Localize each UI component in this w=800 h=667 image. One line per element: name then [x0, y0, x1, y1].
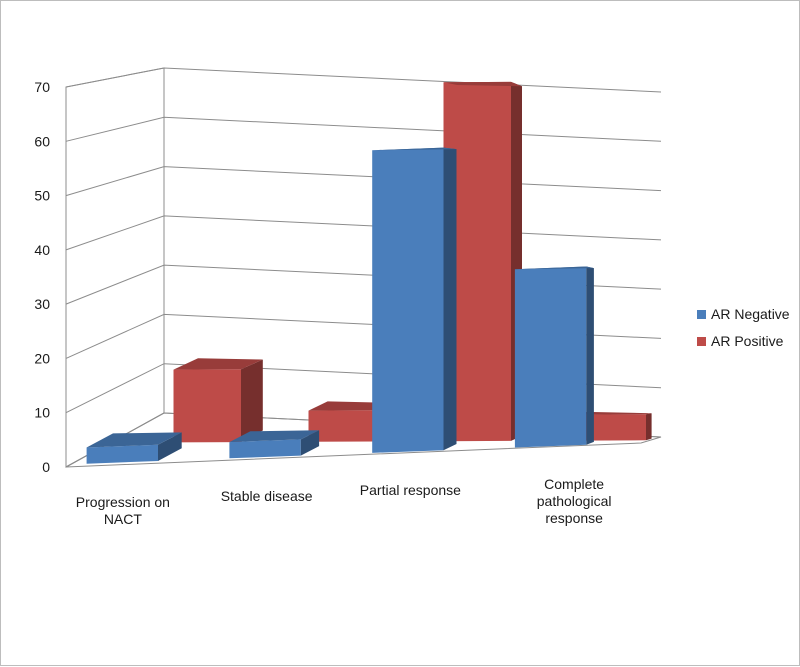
side-wall — [65, 67, 165, 468]
bar-ar-negative-2 — [372, 147, 457, 453]
y-axis-ticks: 0 10 20 30 40 50 60 70 — [34, 79, 50, 475]
x-category-label: Stable disease — [221, 488, 313, 504]
x-category-label: Partial response — [360, 482, 461, 498]
y-tick-label: 40 — [34, 242, 50, 258]
bar-ar-negative-3 — [514, 266, 594, 448]
gridline — [65, 166, 662, 197]
legend-label: AR Positive — [711, 333, 784, 349]
x-category-label: Progression on NACT — [76, 494, 170, 527]
y-tick-label: 70 — [34, 79, 50, 95]
bars — [86, 81, 652, 464]
legend-label: AR Negative — [711, 306, 790, 322]
bar-ar-positive-0 — [173, 358, 263, 443]
x-axis-categories: Progression on NACT Stable disease Partial … — [76, 476, 612, 527]
x-category-label: Complete pathological response — [537, 476, 612, 526]
bar-ar-negative-0 — [86, 432, 182, 464]
y-tick-label: 50 — [34, 188, 50, 204]
bar-ar-positive-3 — [578, 411, 652, 441]
gridline — [65, 116, 662, 142]
y-tick-label: 60 — [34, 133, 50, 149]
legend-swatch — [697, 337, 706, 346]
y-tick-label: 30 — [34, 296, 50, 312]
legend-swatch — [697, 310, 706, 319]
bar-ar-negative-1 — [229, 430, 320, 459]
y-tick-label: 0 — [42, 459, 50, 475]
legend: AR Negative AR Positive — [697, 306, 790, 349]
y-tick-label: 20 — [34, 350, 50, 366]
y-tick-label: 10 — [34, 405, 50, 421]
gridline — [65, 67, 662, 93]
gridline — [65, 215, 662, 251]
